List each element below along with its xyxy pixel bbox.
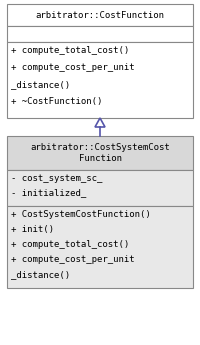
Text: + CostSystemCostFunction(): + CostSystemCostFunction() (11, 210, 151, 219)
Bar (7, 42, 193, 118)
Text: + compute_cost_per_unit: + compute_cost_per_unit (11, 255, 135, 264)
Bar (7, 136, 193, 170)
Text: - cost_system_sc_: - cost_system_sc_ (11, 174, 102, 183)
Text: + compute_cost_per_unit: + compute_cost_per_unit (11, 63, 135, 72)
Text: + compute_total_cost(): + compute_total_cost() (11, 240, 129, 249)
Polygon shape (95, 118, 105, 127)
Bar (7, 206, 193, 288)
Text: + ~CostFunction(): + ~CostFunction() (11, 97, 102, 106)
Text: + init(): + init() (11, 225, 54, 234)
Bar (7, 26, 193, 42)
Text: _distance(): _distance() (11, 270, 70, 279)
Text: arbitrator::CostSystemCost
Function: arbitrator::CostSystemCost Function (30, 143, 170, 163)
Bar (7, 170, 193, 206)
Text: - initialized_: - initialized_ (11, 188, 86, 197)
Bar (7, 4, 193, 26)
Text: + compute_total_cost(): + compute_total_cost() (11, 46, 129, 55)
Text: arbitrator::CostFunction: arbitrator::CostFunction (36, 10, 164, 20)
Text: _distance(): _distance() (11, 80, 70, 89)
